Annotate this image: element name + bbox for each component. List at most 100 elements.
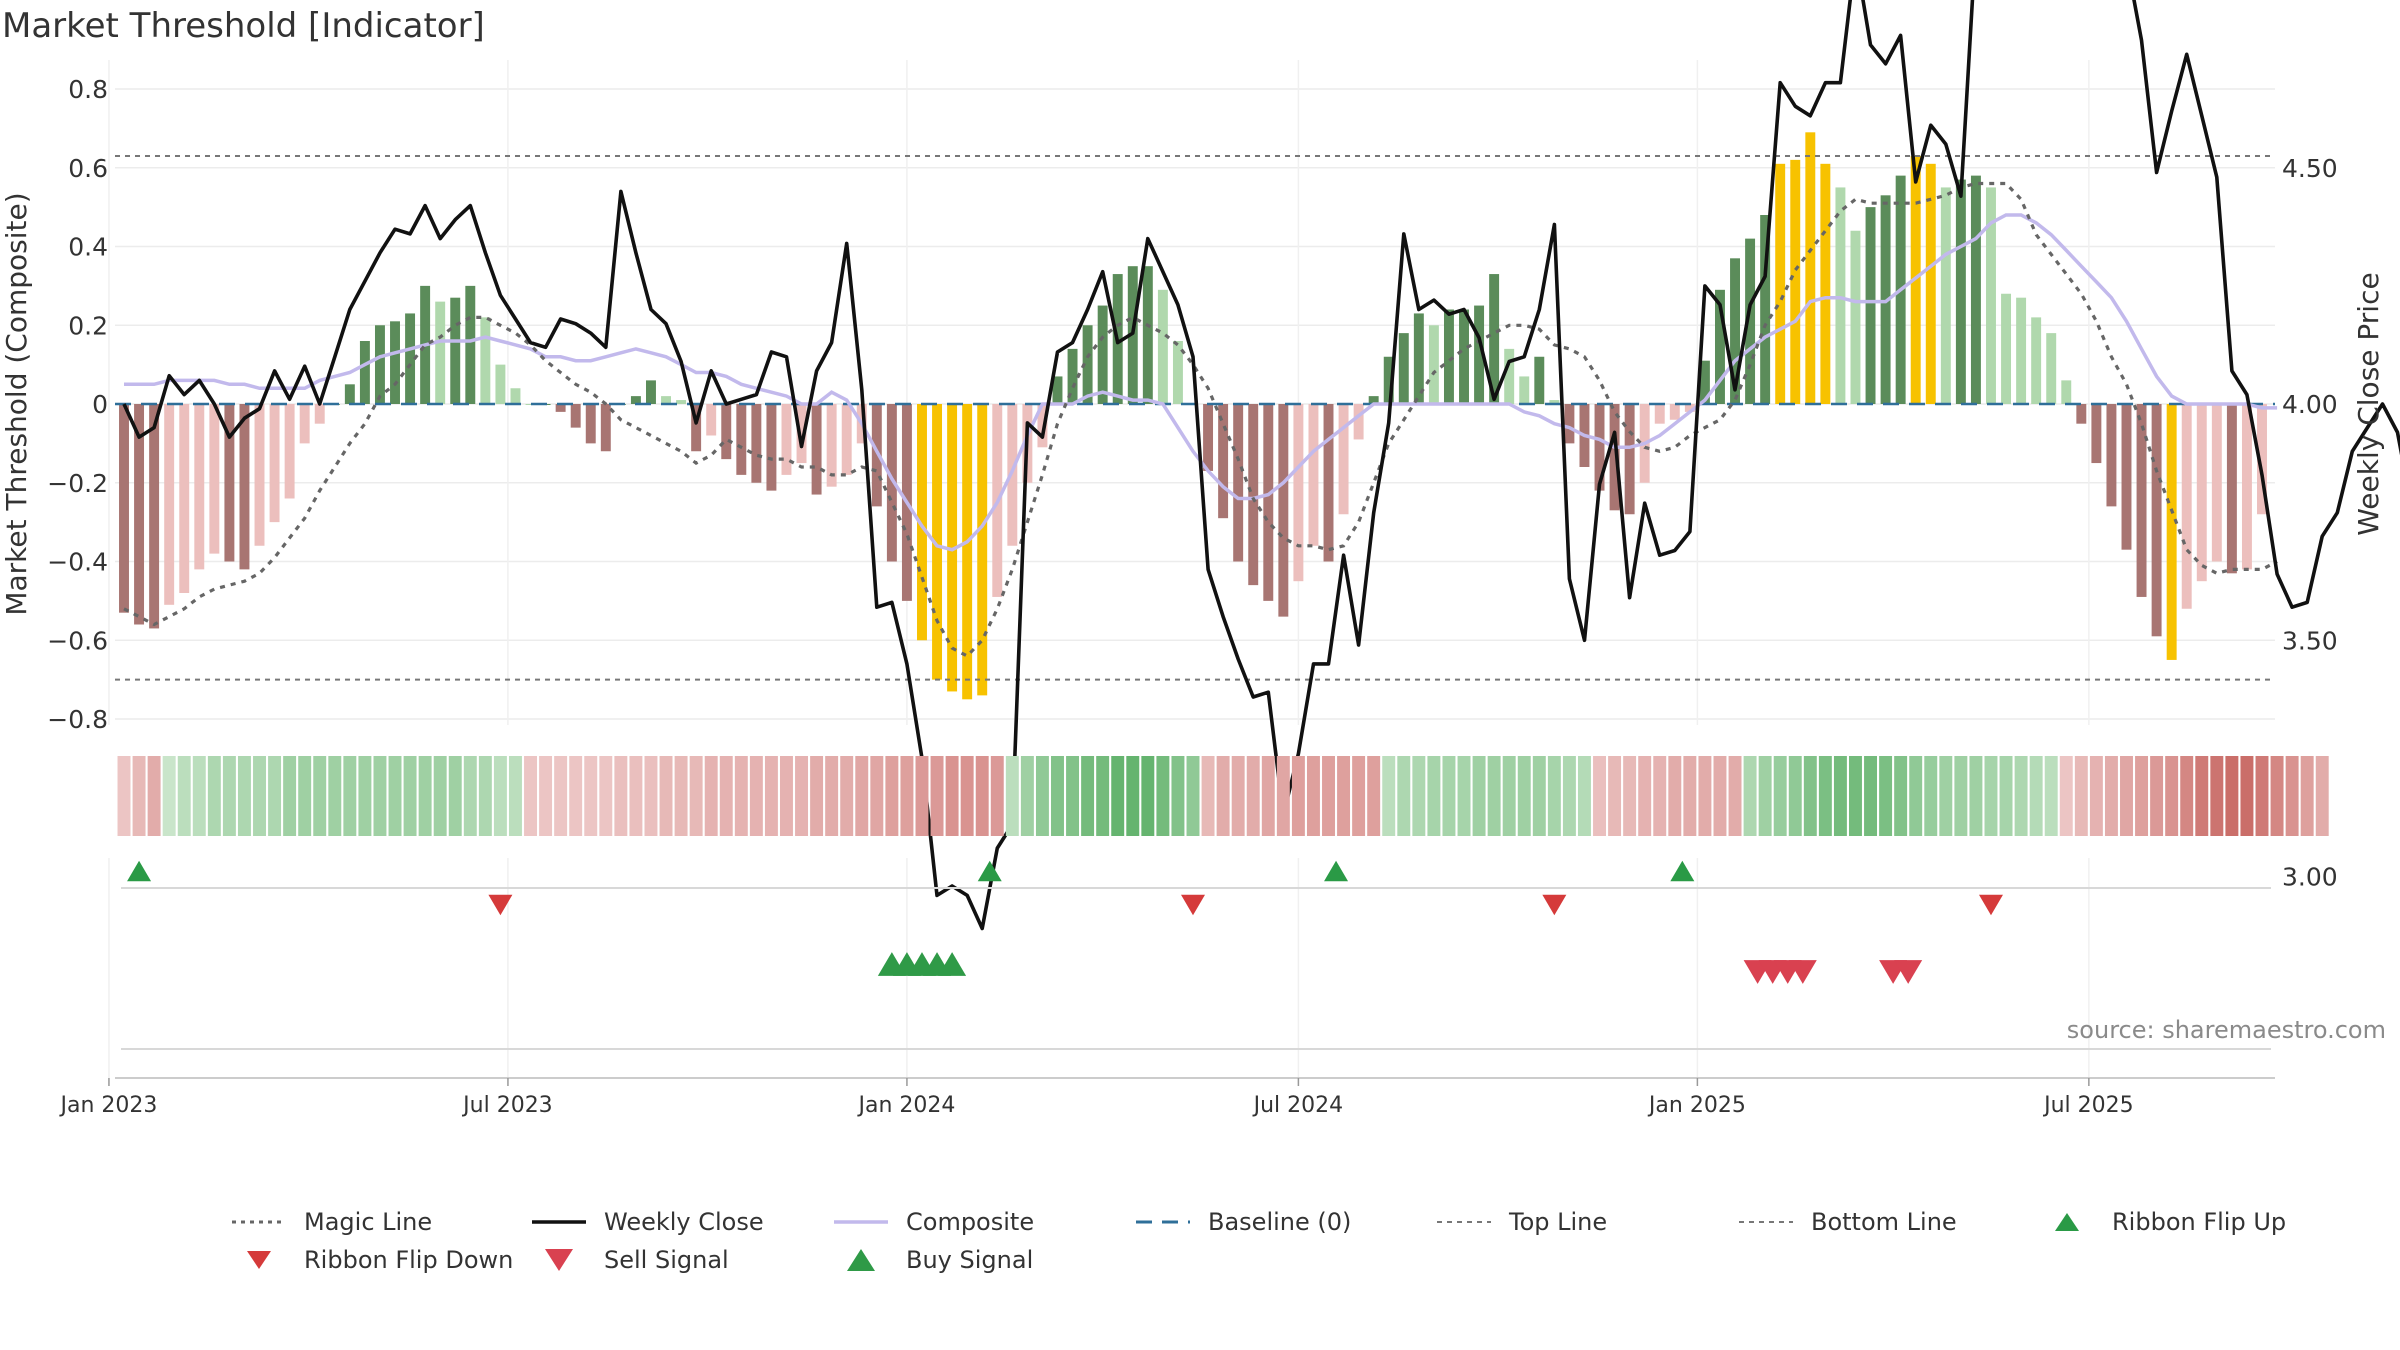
ribbon-cell <box>1683 756 1697 836</box>
ribbon-flip-up-marker <box>1324 860 1349 882</box>
histogram-bar <box>1082 325 1093 404</box>
ribbon-cell <box>1713 756 1727 836</box>
histogram-bar <box>1684 404 1695 412</box>
ribbon-cell <box>132 756 146 836</box>
ribbon-cell <box>1231 756 1245 836</box>
ribbon-cell <box>1653 756 1667 836</box>
histogram-bar <box>525 404 536 405</box>
histogram-bar <box>465 285 476 404</box>
histogram-bar <box>1730 258 1740 404</box>
ribbon-cell <box>1547 756 1561 836</box>
ribbon-cell <box>493 756 507 836</box>
ribbon-cell <box>1291 756 1305 836</box>
legend-swatch <box>832 1248 890 1272</box>
ribbon-cell <box>885 756 899 836</box>
ribbon-cell <box>810 756 824 836</box>
legend-item: Top Line <box>1435 1208 1607 1236</box>
ribbon-flip-down-marker <box>488 894 513 916</box>
histogram-bar <box>646 380 656 404</box>
ribbon-cell <box>403 756 417 836</box>
ribbon-cell <box>689 756 703 836</box>
histogram-bar <box>1353 404 1364 440</box>
histogram-bar <box>1609 404 1620 511</box>
histogram-bar <box>1699 360 1710 404</box>
legend-label: Magic Line <box>304 1208 433 1236</box>
ribbon-cell <box>644 756 658 836</box>
histogram-bar <box>1805 132 1816 404</box>
ribbon-cell <box>629 756 643 836</box>
histogram-bar <box>299 404 310 444</box>
ribbon-cell <box>930 756 944 836</box>
histogram-bar <box>450 297 461 404</box>
histogram-bar <box>1067 348 1078 404</box>
histogram-bar <box>1323 404 1334 562</box>
histogram-bar <box>1459 309 1469 404</box>
ribbon-cell <box>1005 756 1019 836</box>
ribbon-cell <box>870 756 884 836</box>
ribbon-cell <box>599 756 613 836</box>
histogram-bar <box>1865 207 1876 404</box>
histogram-bar <box>2151 404 2162 637</box>
histogram-bar <box>1142 266 1153 404</box>
histogram-bar <box>1293 404 1304 582</box>
ribbon-cell <box>478 756 492 836</box>
ribbon-cell <box>2029 756 2043 836</box>
ribbon-cell <box>222 756 236 836</box>
magic-line <box>123 181 2278 658</box>
ribbon-cell <box>795 756 809 836</box>
histogram-bar <box>932 404 943 680</box>
ribbon-flip-down-marker <box>1978 894 2003 916</box>
ribbon-cell <box>1758 756 1772 836</box>
ribbon-cell <box>1035 756 1049 836</box>
ribbon-cell <box>2150 756 2164 836</box>
ribbon-cell <box>2315 756 2329 836</box>
histogram-bar <box>781 404 792 475</box>
histogram-bar <box>510 388 521 404</box>
ribbon-cell <box>2225 756 2239 836</box>
histogram-bar <box>2121 404 2132 550</box>
legend-swatch <box>1737 1210 1795 1234</box>
ribbon-flip-up-marker <box>1670 860 1695 882</box>
ribbon-cell <box>2270 756 2284 836</box>
histogram-bar <box>1534 356 1545 404</box>
histogram-bar <box>1203 404 1214 471</box>
histogram-bar <box>2166 404 2177 660</box>
ribbon-cell <box>1954 756 1968 836</box>
ribbon-cell <box>1020 756 1034 836</box>
y-left-tick-label: 0.6 <box>68 154 108 183</box>
ribbon-cell <box>1261 756 1275 836</box>
chart-title: Market Threshold [Indicator] <box>2 6 485 46</box>
ribbon-cell <box>614 756 628 836</box>
ribbon-cell <box>960 756 974 836</box>
y-right-axis-label: Weekly Close Price <box>2352 272 2385 535</box>
histogram-bar <box>841 404 852 475</box>
histogram-bar <box>1940 187 1951 404</box>
y-left-tick-label: 0.4 <box>68 233 108 262</box>
histogram-bar <box>962 404 973 700</box>
ribbon-strip <box>117 756 2329 836</box>
histogram-bar <box>359 341 370 404</box>
histogram-bar <box>1850 230 1861 404</box>
legend-item: Sell Signal <box>530 1246 729 1274</box>
ribbon-cell <box>780 756 793 836</box>
ribbon-cell <box>508 756 522 836</box>
ribbon-cell <box>1081 756 1095 836</box>
legend-item: Ribbon Flip Up <box>2038 1208 2286 1236</box>
ribbon-cell <box>1668 756 1682 836</box>
ribbon-cell <box>1909 756 1923 836</box>
y-left-tick-label: 0 <box>92 390 108 419</box>
histogram-bar <box>2091 404 2102 464</box>
histogram-bar <box>1443 309 1454 404</box>
histogram-bar <box>977 404 988 696</box>
sell-signal-marker <box>1894 960 1923 984</box>
ribbon-cell <box>1773 756 1787 836</box>
histogram-bar <box>1654 404 1665 424</box>
legend-swatch <box>1134 1210 1192 1234</box>
ribbon-cell <box>764 756 778 836</box>
y-right-tick-label: 4.00 <box>2282 390 2338 419</box>
y-left-tick-label: 0.8 <box>68 75 108 104</box>
legend-swatch <box>530 1248 588 1272</box>
legend-item: Weekly Close <box>530 1208 764 1236</box>
ribbon-cell <box>1969 756 1983 836</box>
